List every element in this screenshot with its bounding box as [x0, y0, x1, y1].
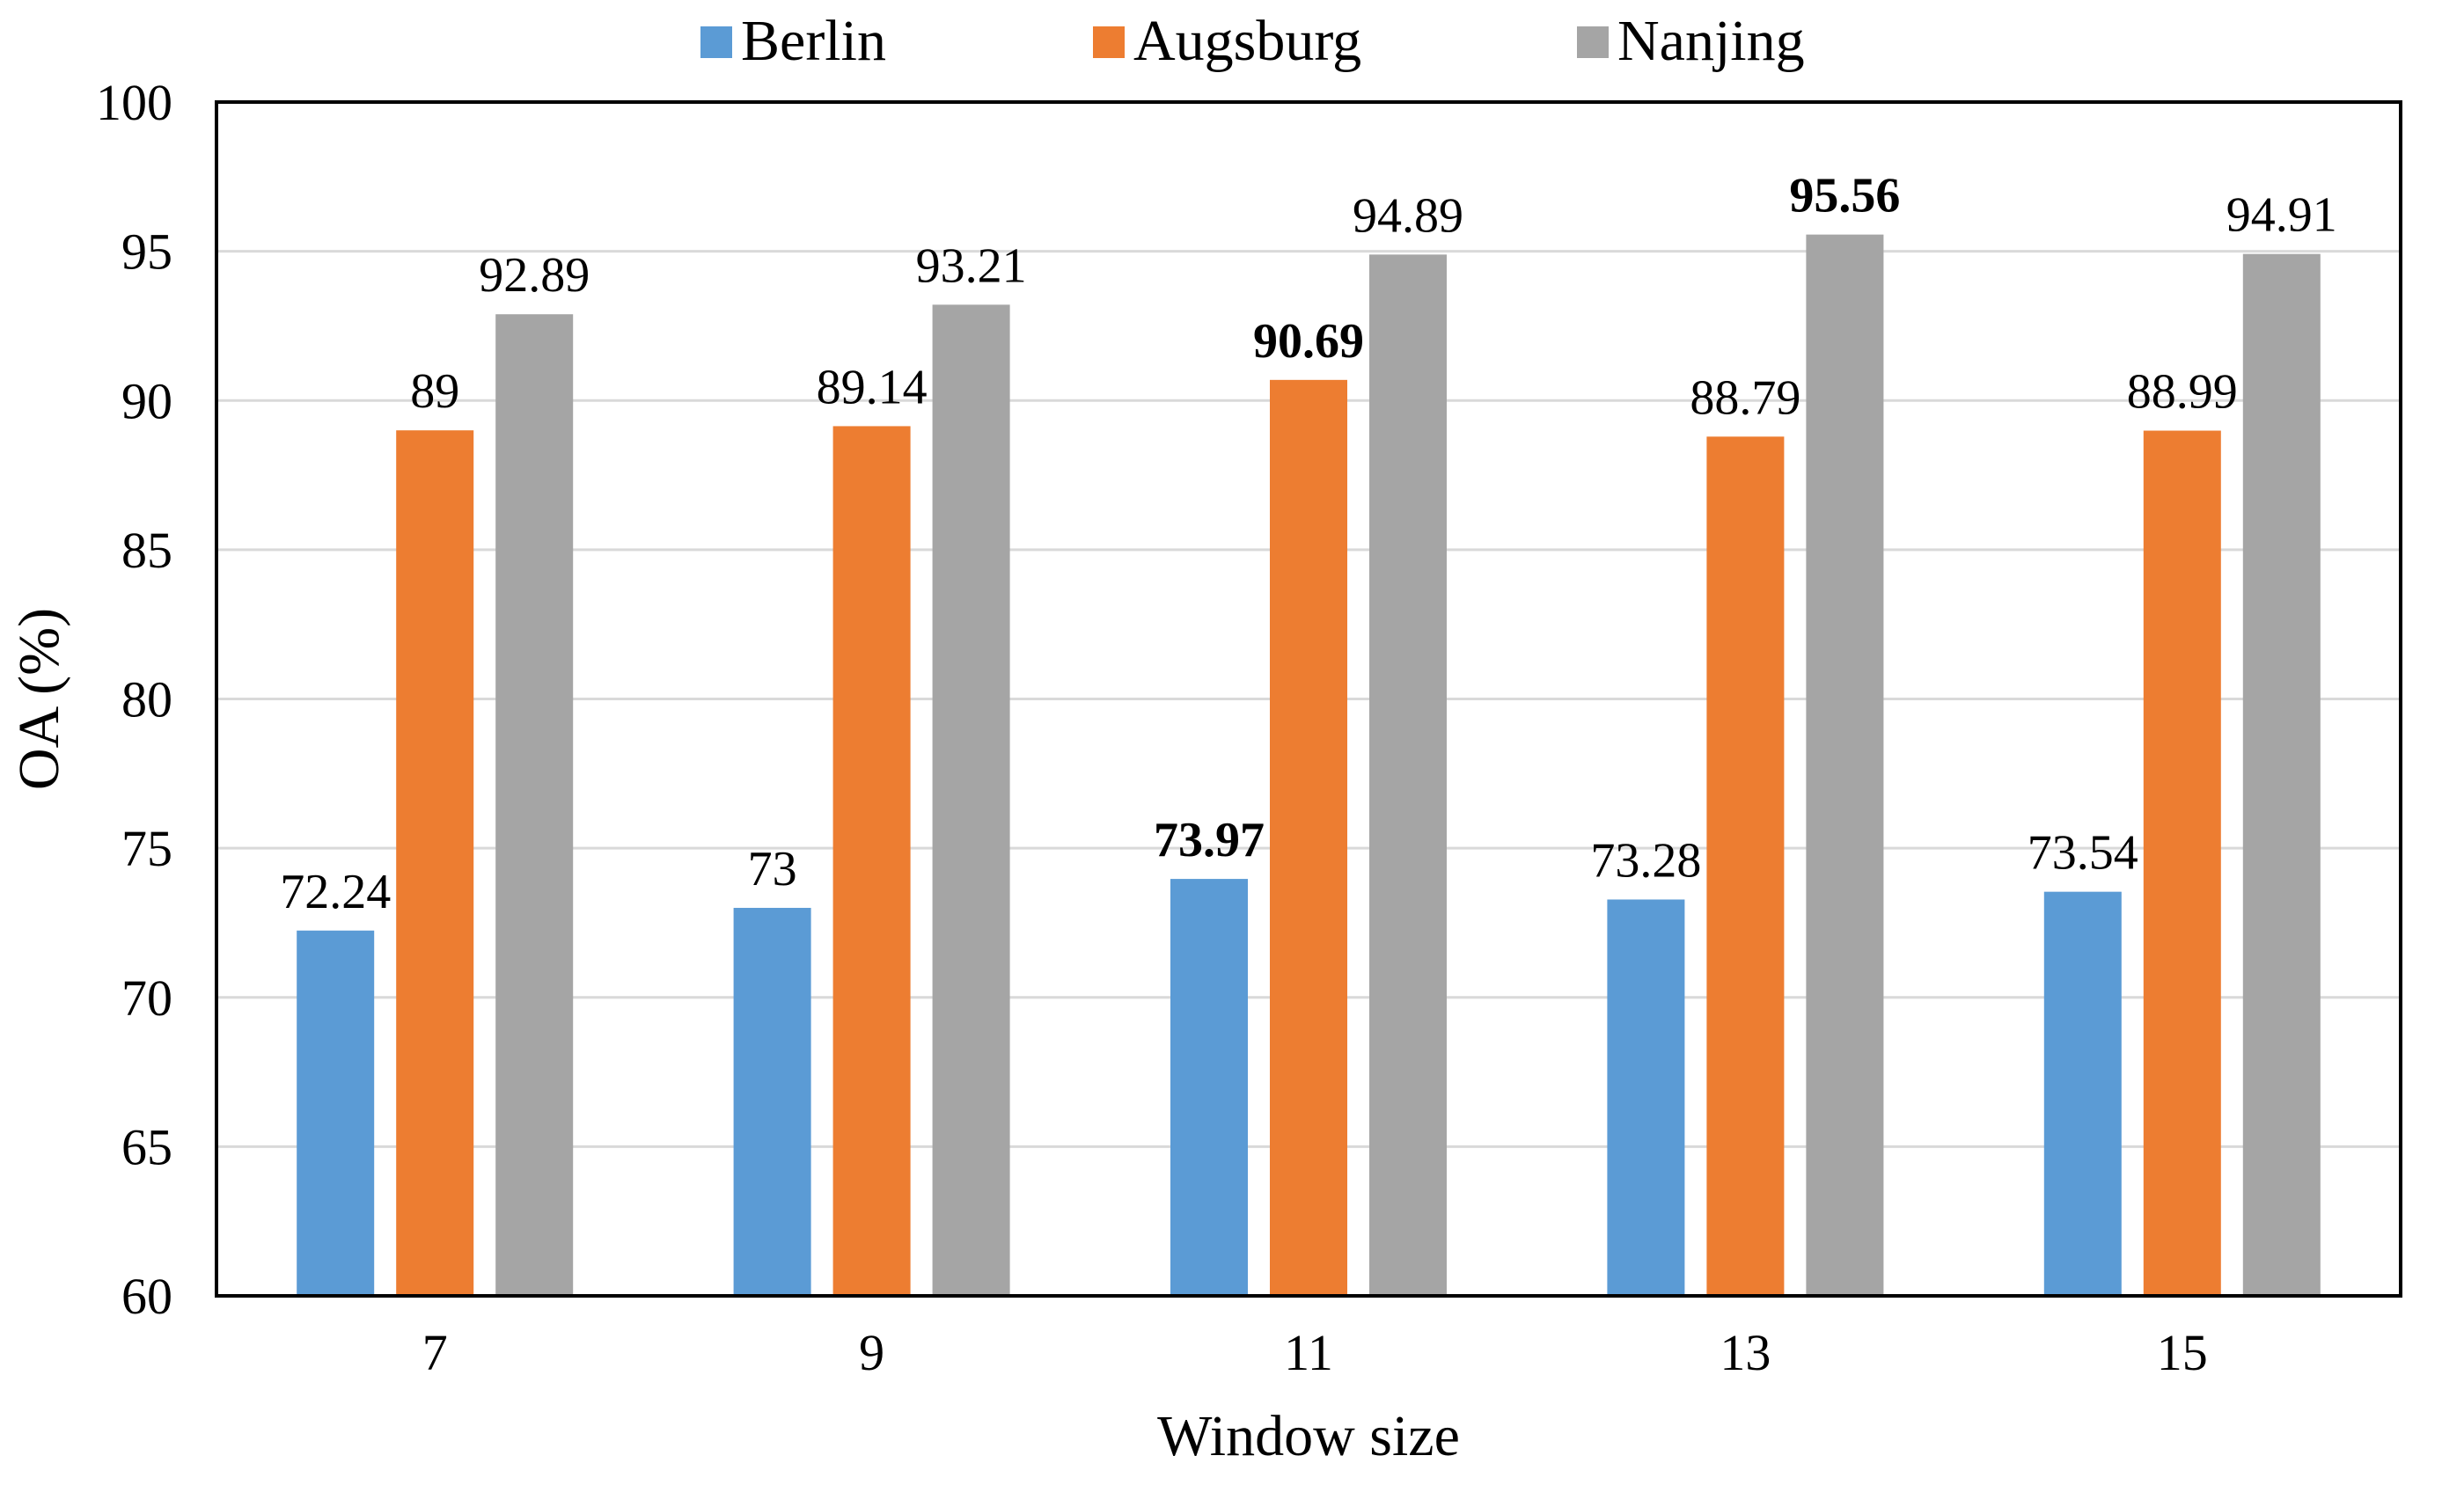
data-label-berlin-13: 73.28	[1590, 833, 1701, 888]
bar-nanjing-13	[1806, 234, 1884, 1297]
bar-berlin-11	[1170, 879, 1248, 1296]
bars	[297, 234, 2321, 1297]
y-tick-label: 80	[121, 671, 172, 728]
data-label-augsburg-7: 89	[410, 364, 459, 419]
y-tick-label: 95	[121, 223, 172, 281]
y-tick-label: 70	[121, 969, 172, 1027]
bar-berlin-7	[297, 930, 375, 1296]
y-tick-label: 75	[121, 820, 172, 877]
data-label-berlin-11: 73.97	[1154, 813, 1265, 867]
data-label-augsburg-15: 88.99	[2127, 365, 2238, 420]
bar-augsburg-13	[1706, 436, 1785, 1296]
data-label-berlin-9: 73	[748, 842, 797, 896]
bar-nanjing-7	[495, 314, 574, 1296]
plot-area-frame	[215, 100, 2402, 1298]
legend-swatch-berlin	[700, 26, 732, 58]
data-label-augsburg-11: 90.69	[1253, 314, 1364, 369]
legend-label-berlin: Berlin	[741, 9, 886, 73]
x-tick-label: 11	[1284, 1324, 1333, 1381]
legend-swatch-nanjing	[1577, 26, 1609, 58]
x-axis-ticks: 7 9 11 13 15	[422, 1324, 2208, 1381]
x-axis-title: Window size	[1157, 1404, 1460, 1468]
y-tick-label: 90	[121, 372, 172, 429]
data-label-nanjing-7: 92.89	[479, 248, 590, 303]
data-label-nanjing-11: 94.89	[1353, 188, 1463, 243]
legend-label-augsburg: Augsburg	[1133, 9, 1361, 73]
bar-berlin-15	[2043, 891, 2122, 1296]
bar-nanjing-11	[1369, 254, 1447, 1297]
x-tick-label: 7	[422, 1324, 448, 1381]
legend-label-nanjing: Nanjing	[1617, 9, 1805, 73]
y-axis-ticks: 60 65 70 75 80 85 90 95 100	[96, 74, 172, 1325]
y-tick-label: 100	[96, 74, 172, 131]
bar-nanjing-9	[932, 304, 1010, 1297]
data-label-augsburg-9: 89.14	[817, 360, 928, 414]
legend-swatch-augsburg	[1093, 26, 1125, 58]
x-tick-label: 13	[1720, 1324, 1771, 1381]
bar-augsburg-7	[396, 430, 474, 1296]
data-label-nanjing-9: 93.21	[916, 238, 1027, 293]
bar-berlin-9	[733, 907, 811, 1296]
bar-augsburg-9	[832, 426, 911, 1296]
x-tick-label: 15	[2157, 1324, 2208, 1381]
data-label-nanjing-15: 94.91	[2226, 188, 2337, 243]
data-label-augsburg-13: 88.79	[1690, 370, 1800, 425]
bar-augsburg-11	[1270, 379, 1347, 1296]
data-label-berlin-7: 72.24	[280, 865, 391, 919]
data-label-nanjing-13: 95.56	[1789, 169, 1900, 223]
data-labels: 72.24 89 92.89 73 89.14 93.21 73.97 90.69 94.89 7…	[280, 169, 2337, 919]
data-label-berlin-15: 73.54	[2028, 826, 2138, 881]
bar-nanjing-15	[2242, 253, 2321, 1297]
bar-augsburg-15	[2143, 430, 2221, 1296]
y-tick-label: 85	[121, 522, 172, 579]
y-tick-label: 60	[121, 1268, 172, 1325]
x-tick-label: 9	[859, 1324, 884, 1381]
y-axis-title: OA (%)	[7, 608, 71, 790]
legend: Berlin Augsburg Nanjing	[700, 9, 1805, 73]
y-tick-label: 65	[121, 1118, 172, 1175]
bar-berlin-13	[1607, 899, 1685, 1296]
